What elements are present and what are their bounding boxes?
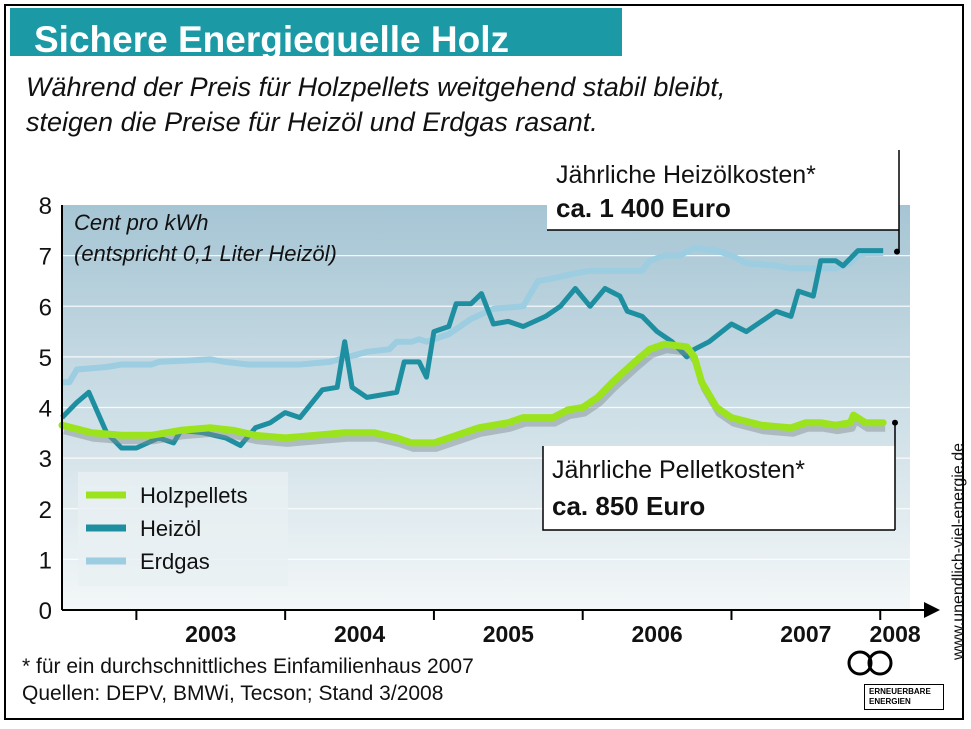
sources-note: Quellen: DEPV, BMWi, Tecson; Stand 3/200… — [22, 682, 444, 705]
logo-text-line: ENERGIEN — [869, 697, 911, 706]
annotation-box — [543, 446, 895, 530]
legend: Holzpellets Heizöl Erdgas — [78, 472, 288, 586]
y-tick-label: 5 — [39, 345, 52, 372]
y-tick-label: 2 — [39, 497, 52, 524]
y-tick-label: 6 — [39, 294, 52, 321]
unit-note: (entspricht 0,1 Liter Heizöl) — [74, 241, 337, 266]
footnote: * für ein durchschnittliches Einfamilien… — [22, 655, 474, 678]
title-bar: Sichere Energiequelle Holz — [10, 8, 622, 60]
infinity-logo-icon — [847, 650, 893, 676]
annotation-box — [547, 150, 899, 230]
x-axis-arrow-icon — [924, 602, 940, 618]
x-tick-label: 2003 — [185, 621, 236, 647]
subtitle-line: Während der Preis für Holzpellets weitge… — [26, 72, 726, 102]
website-url: www.unendlich-viel-energie.de — [950, 442, 967, 660]
series-line-erdgas — [62, 245, 884, 386]
annotation-text: Jährliche Pelletkosten* — [552, 456, 805, 484]
x-tick-label: 2004 — [334, 621, 385, 647]
series-line-heizoel — [60, 248, 884, 451]
page-title: Sichere Energiequelle Holz — [34, 19, 509, 60]
series-line-holzpellets — [58, 340, 887, 447]
annotation-border — [542, 446, 895, 531]
logo-text-line: ERNEUERBARE — [869, 687, 931, 696]
annotation-heizoel: Jährliche Heizölkosten* ca. 1 400 Euro — [547, 150, 900, 255]
y-tick-label: 4 — [39, 396, 52, 423]
annotation-dot — [892, 419, 898, 426]
y-tick-label: 1 — [39, 547, 52, 574]
x-tick-label: 2006 — [632, 621, 683, 647]
logo-wordmark: ERNEUERBARE ENERGIEN — [864, 684, 944, 710]
legend-label: Holzpellets — [140, 483, 248, 508]
annotation-holzpellets: Jährliche Pelletkosten* ca. 850 Euro — [542, 419, 898, 531]
x-tick-label: 2005 — [483, 621, 534, 647]
x-tick-label: 2007 — [780, 621, 831, 647]
legend-label: Erdgas — [140, 549, 210, 574]
y-tick-label: 7 — [39, 244, 52, 271]
series-shadow-holzpellets — [63, 347, 886, 452]
annotation-dot — [894, 248, 900, 255]
annotation-text: Jährliche Heizölkosten* — [556, 161, 816, 189]
erneuerbare-energien-logo: ERNEUERBARE ENERGIEN — [838, 648, 950, 710]
x-tick-label: 2008 — [870, 621, 921, 647]
y-tick-label: 3 — [39, 446, 52, 473]
annotation-value: ca. 1 400 Euro — [556, 193, 731, 223]
y-tick-label: 0 — [39, 598, 52, 625]
subtitle-line: steigen die Preise für Heizöl und Erdgas… — [26, 107, 598, 137]
legend-label: Heizöl — [140, 516, 201, 541]
y-tick-label: 8 — [39, 193, 52, 220]
subtitle: Während der Preis für Holzpellets weitge… — [26, 70, 725, 140]
annotation-value: ca. 850 Euro — [552, 491, 705, 521]
unit-note: Cent pro kWh — [74, 210, 209, 235]
